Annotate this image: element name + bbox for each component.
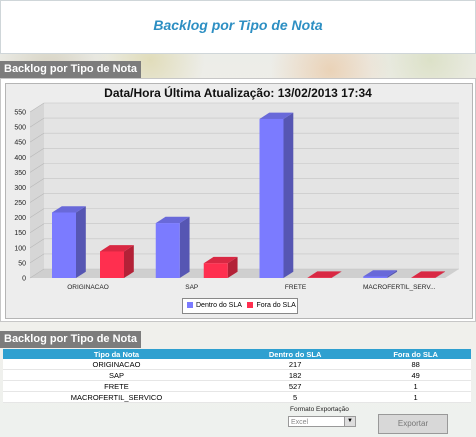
chart-back-wall [44,103,459,269]
x-tick-label: MACROFERTIL_SERV... [363,284,436,291]
table-row: ORIGINACAO 217 88 [3,359,471,370]
chart-legend: Dentro do SLA Fora do SLA [182,298,298,314]
bar-side [179,216,190,278]
chart-side-wall [30,103,44,278]
y-tick-label: 300 [14,185,26,192]
table-cell: SAP [3,369,230,381]
legend-label-dentro: Dentro do SLA [196,302,242,309]
grid-line [29,163,45,173]
table-cell: 1 [360,380,471,392]
table-cell: FRETE [3,380,230,392]
bar-side [435,271,446,278]
table-panel-tab: Backlog por Tipo de Nota [0,331,142,348]
legend-swatch-fora [247,302,254,308]
bar [259,118,284,278]
table-cell: 182 [229,369,361,381]
legend-swatch-dentro [187,302,193,308]
y-tick-label: 400 [14,155,26,162]
bar-side [227,256,238,278]
table-cell: ORIGINACAO [3,359,230,370]
table-cell: 527 [229,380,361,392]
x-tick-label: ORIGINACAO [67,284,109,291]
grid-line [29,148,45,158]
table-cell: 49 [360,369,471,381]
chart-floor [30,269,459,278]
chart-panel-tab: Backlog por Tipo de Nota [0,61,142,78]
table-row: FRETE 527 1 [3,380,471,392]
grid-line [29,178,45,188]
bar-top [52,206,86,213]
bar-top [155,216,190,224]
bar-side [283,112,294,278]
grid-line [29,208,45,218]
table-cell: MACROFERTIL_SERVICO [3,391,230,403]
chart-title: Data/Hora Última Atualização: 13/02/2013… [104,85,372,100]
export-format-select[interactable]: Excel ▼ [288,416,356,427]
y-tick-label: 250 [14,200,26,207]
grid-line [29,238,45,249]
table-row: MACROFERTIL_SERVICO 5 1 [3,391,471,403]
column-header[interactable]: Fora do SLA [360,349,471,359]
bar-side [387,270,398,278]
bar-top [203,256,238,264]
x-tick-label: SAP [185,284,198,291]
grid-line [29,102,45,113]
bar [52,212,76,278]
grid-line [29,193,45,203]
table-cell: 5 [229,391,361,403]
bar-top [307,271,342,278]
grid-line [29,268,45,279]
bar-side [331,271,342,278]
y-tick-label: 200 [14,215,26,222]
table-cell: 88 [360,359,471,370]
y-tick-label: 450 [14,140,26,147]
bar-side [124,245,134,278]
grid-line [29,223,45,233]
table-row: SAP 182 49 [3,369,471,381]
export-button[interactable]: Exportar [378,414,448,434]
table-header-row: Tipo da Nota Dentro do SLA Fora do SLA [3,349,471,359]
legend-label-fora: Fora do SLA [256,302,296,309]
y-tick-label: 150 [14,230,26,237]
chevron-down-icon[interactable]: ▼ [344,417,355,426]
bar [203,263,228,278]
grid-line [29,253,45,264]
bar [100,251,124,278]
y-tick-label: 500 [14,125,26,132]
grid-line [29,117,45,128]
grid-line [29,132,45,143]
bar-top [411,271,446,278]
bar-top [363,270,398,277]
y-tick-label: 550 [14,110,26,117]
y-tick-label: 350 [14,170,26,177]
export-format-label: Formato Exportação [290,406,349,413]
page-title: Backlog por Tipo de Nota [153,17,323,33]
table-cell: 217 [229,359,361,370]
x-tick-label: FRETE [285,284,307,291]
y-tick-label: 100 [14,245,26,252]
y-tick-label: 0 [22,276,26,283]
bar-side [76,206,86,278]
y-tick-label: 50 [18,260,26,267]
bar-chart: 0 50 100 150 200 250 300 350 400 450 500 550 Data/Ho… [14,85,459,291]
bar-top [259,112,294,119]
bar [363,276,388,278]
backlog-table: Tipo da Nota Dentro do SLA Fora do SLA O… [3,349,471,403]
page-header: Backlog por Tipo de Nota [0,0,476,54]
table-cell: 1 [360,391,471,403]
export-format-value: Excel [291,419,309,426]
bar [155,223,180,278]
column-header[interactable]: Dentro do SLA [229,349,361,359]
column-header[interactable]: Tipo da Nota [3,349,230,359]
bar-top [100,245,134,252]
